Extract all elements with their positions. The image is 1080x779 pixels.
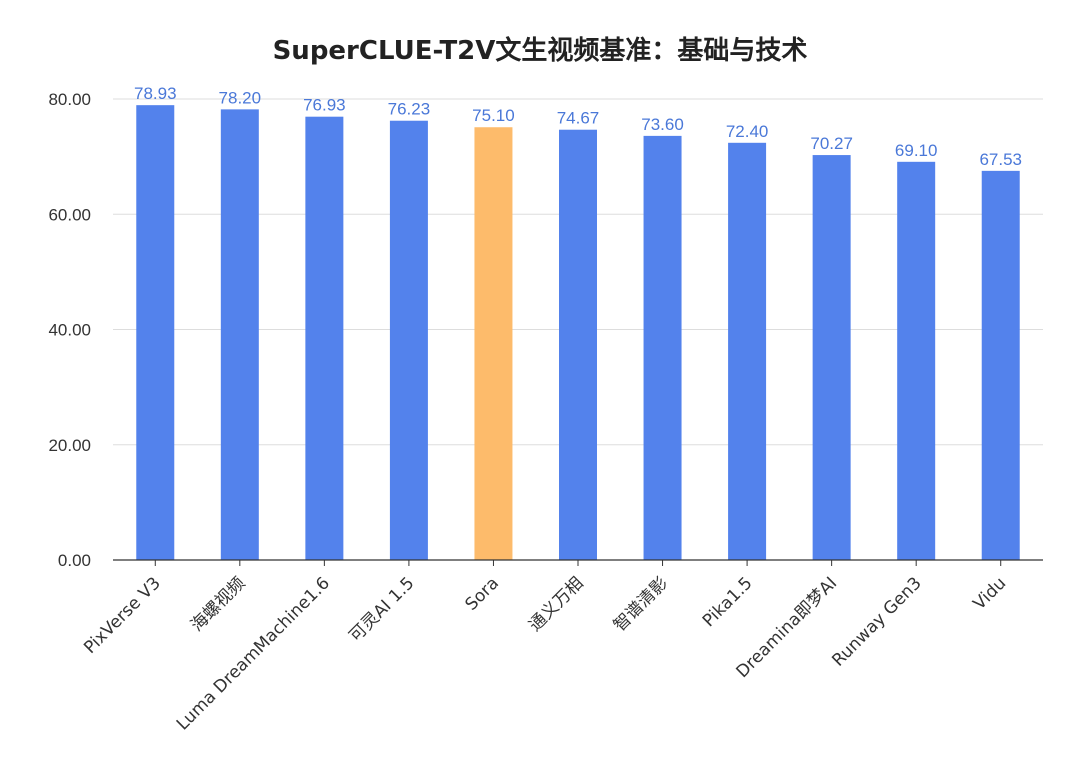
x-tick-label: 海螺视频 [187,573,249,635]
bar [474,127,513,560]
x-tick-label: 可灵AI 1.5 [346,573,419,646]
axis-layer: 0.00 20.00 40.00 60.00 80.00 PixVerse V3 海螺视频L… [48,90,1043,734]
data-label: 67.53 [979,150,1022,169]
x-tick-label: 智谱清影 [610,573,672,635]
bar [812,155,851,560]
y-tick-label: 80.00 [48,90,91,109]
bar [728,142,767,561]
x-tick-label: Pika1.5 [699,573,757,631]
bar [897,161,936,560]
bar [305,116,344,561]
x-tick-label: 通义万相 [525,573,587,635]
y-tick-label: 60.00 [48,205,91,224]
bar [559,129,597,561]
x-tick-label: Luma DreamMachine1.6 [173,573,334,734]
data-label: 76.93 [303,96,346,115]
x-tick-label: Runway Gen3 [828,573,925,670]
data-label: 74.67 [557,109,600,128]
label-layer: 78.93 78.20 76.93 76.23 75.10 74.67 73.60 72.40… [134,84,1022,169]
data-label: 72.40 [726,122,769,141]
x-tick-label: Vidu [970,573,1011,614]
bar [220,109,259,560]
bar [136,105,175,560]
data-label: 78.93 [134,84,177,103]
data-label: 73.60 [641,115,684,134]
y-tick-label: 0.00 [58,551,91,570]
x-tick-label: Sora [462,573,503,614]
y-tick-label: 40.00 [48,321,91,340]
bar-layer [136,105,1020,561]
chart-title: SuperCLUE-T2V文生视频基准：基础与技术 [272,36,808,66]
data-label: 69.10 [895,141,938,160]
data-label: 78.20 [219,88,262,107]
data-label: 76.23 [388,100,431,119]
y-tick-label: 20.00 [48,436,91,455]
bar [643,135,682,560]
bar [389,120,428,561]
x-tick-label: PixVerse V3 [80,573,165,658]
bar [981,170,1020,560]
data-label: 70.27 [810,134,853,153]
data-label: 75.10 [472,106,515,125]
